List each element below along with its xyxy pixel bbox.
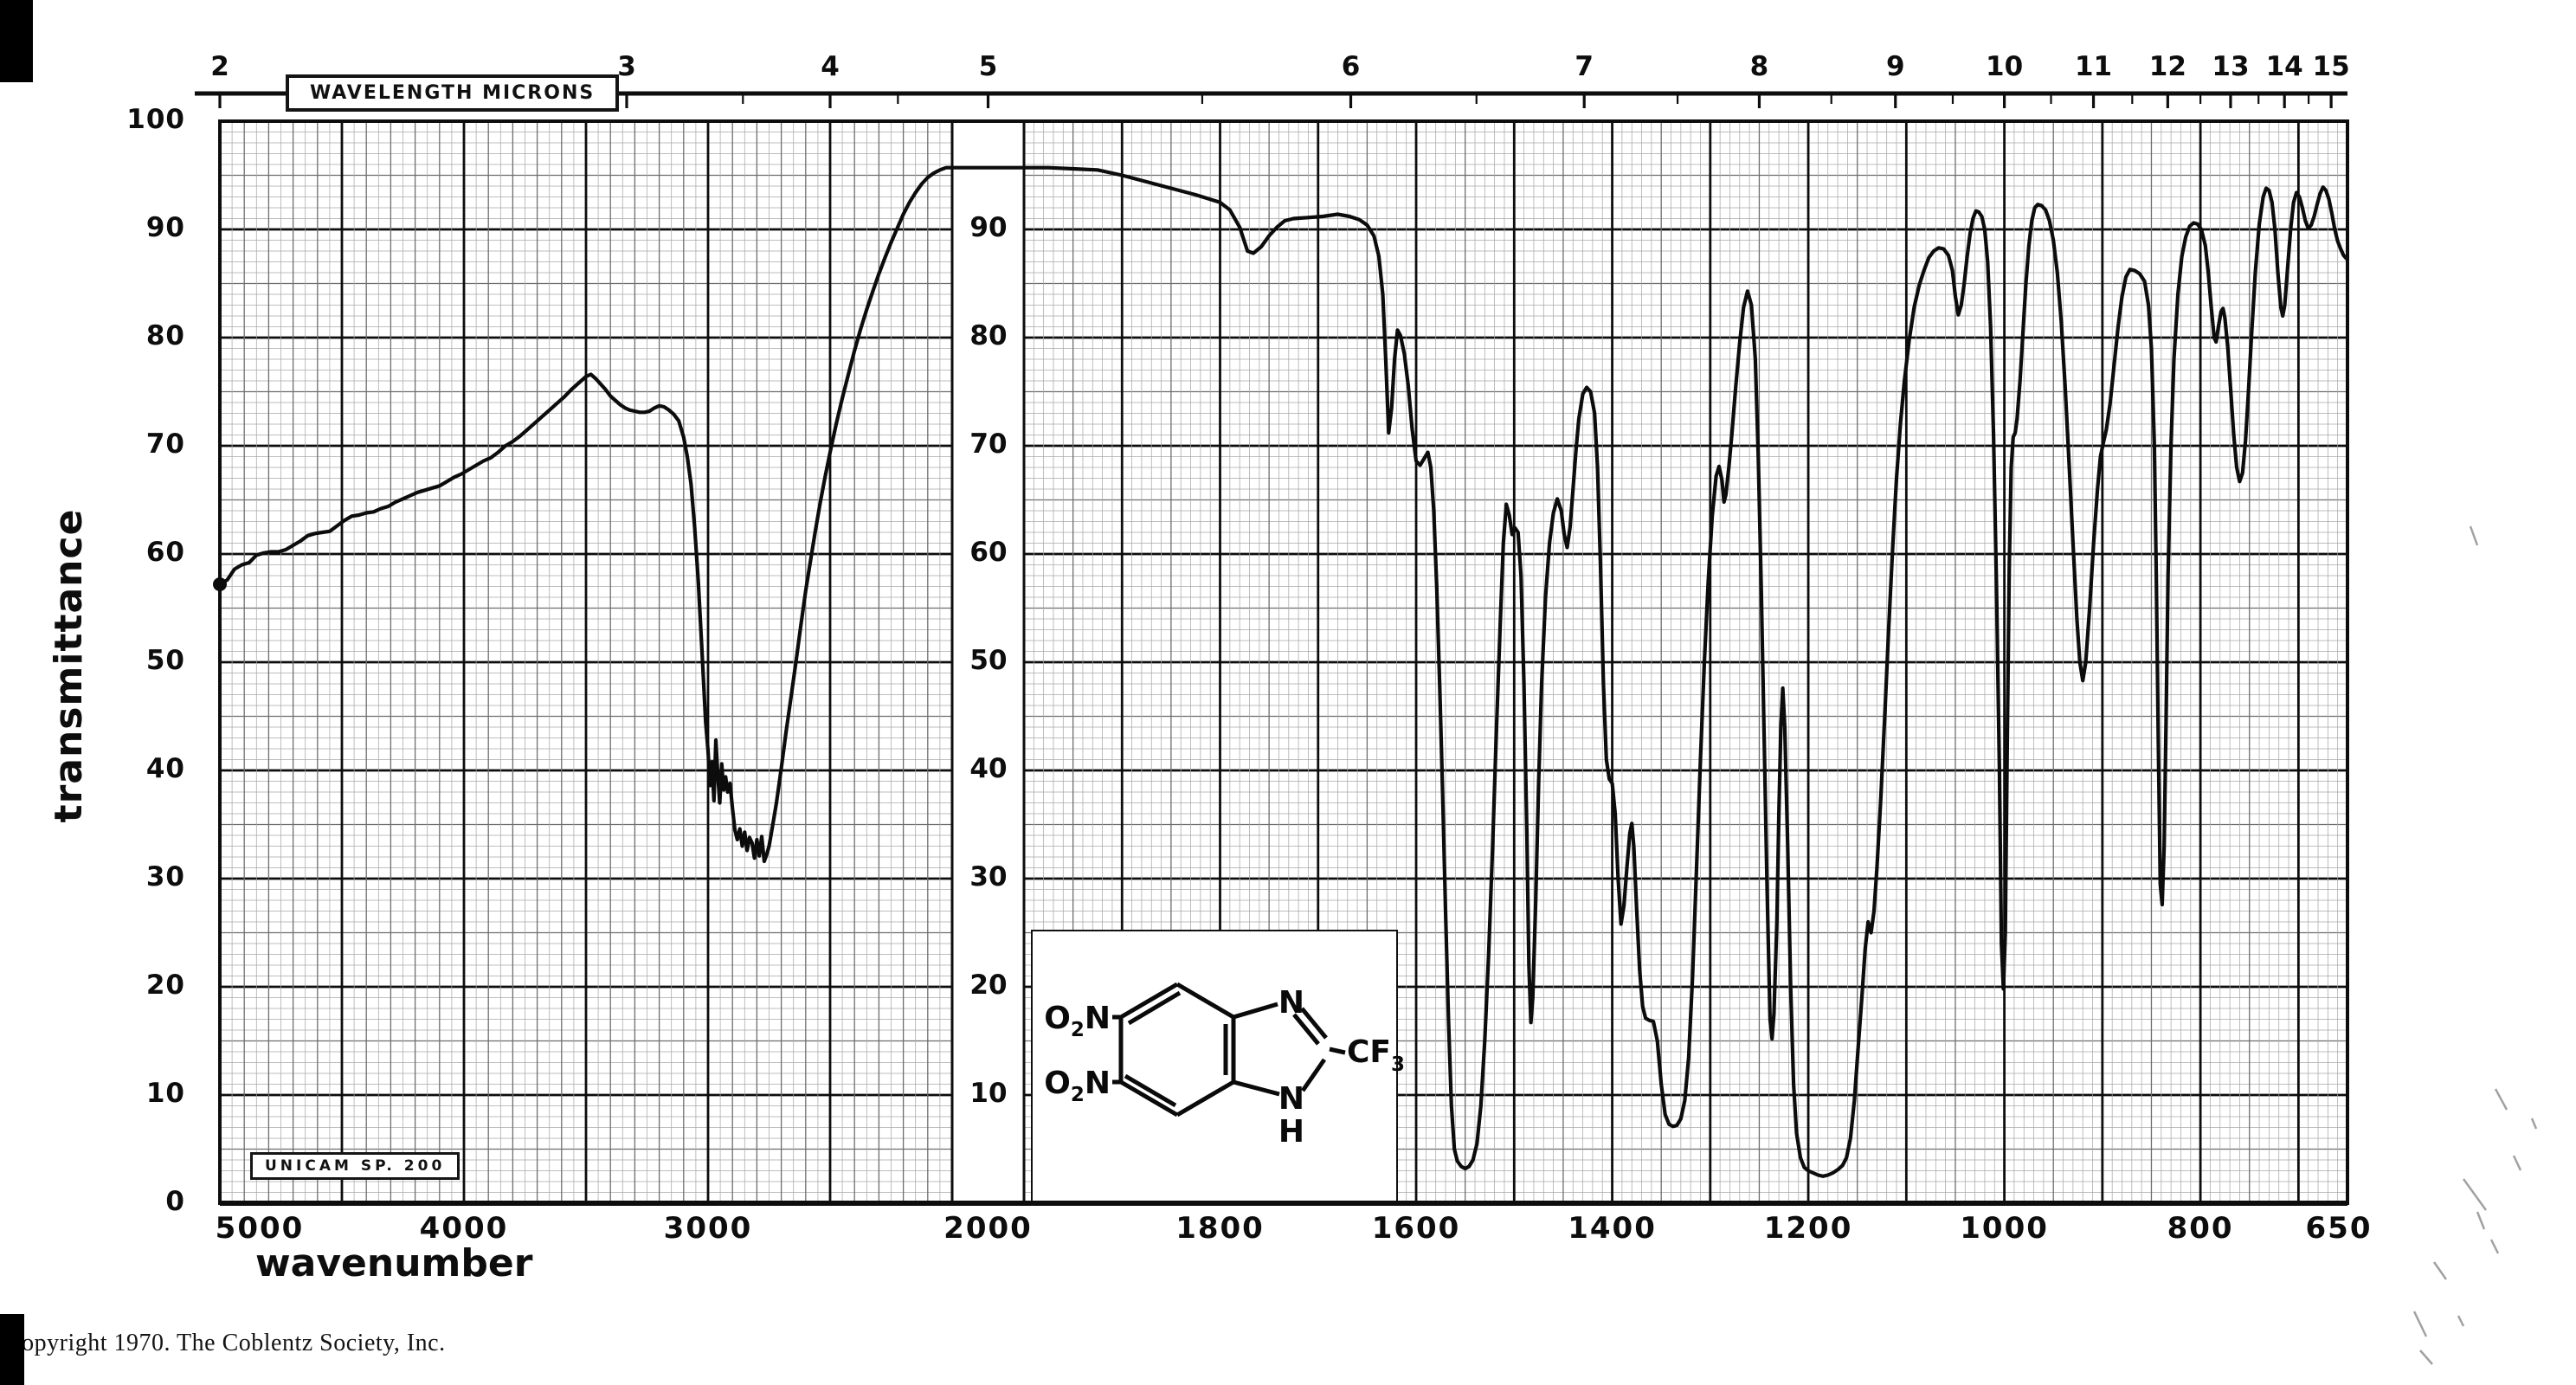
y-tick-label: 70: [145, 428, 185, 460]
micron-tick-label: 6: [1341, 51, 1361, 82]
wavenumber-tick-label: 650: [2305, 1211, 2373, 1246]
micron-tick-label: 10: [1986, 51, 2024, 82]
micron-tick-label: 4: [821, 51, 840, 82]
imidazole-double-bond: [1300, 1007, 1328, 1040]
wavenumber-tick-label: 1000: [1960, 1211, 2049, 1246]
strip-tick-label: 90: [969, 212, 1008, 243]
wavenumber-tick-label: 1600: [1371, 1211, 1461, 1246]
wavenumber-tick-label: 5000: [215, 1211, 305, 1246]
scan-artifact-bottom-left: [0, 1314, 24, 1385]
micron-tick-label: 11: [2074, 51, 2113, 82]
y-tick-label: 60: [145, 537, 185, 568]
scan-artifact-top-left: [0, 0, 33, 82]
benzene-double-bond: [1124, 1073, 1177, 1108]
wavenumber-tick-label: 3000: [663, 1211, 753, 1246]
pencil-mark: [2530, 1118, 2538, 1130]
imidazole-n-label: N: [1278, 985, 1304, 1021]
trace-start-dot: [213, 577, 227, 591]
strip-tick-label: 10: [969, 1078, 1008, 1109]
y-tick-label: 50: [145, 645, 185, 676]
strip-tick-label: 30: [969, 861, 1008, 892]
strip-tick-label: 40: [969, 753, 1008, 784]
ring-bond-c-n: [1233, 1002, 1278, 1020]
benzene-bond: [1175, 1079, 1235, 1118]
pencil-mark: [2512, 1155, 2522, 1171]
y-axis-title: transmittance: [47, 508, 91, 823]
pencil-mark: [2469, 525, 2479, 546]
benzene-double-bond: [1127, 990, 1182, 1026]
pencil-scribbles: [2412, 525, 2538, 1365]
strip-tick-label: 70: [969, 428, 1008, 460]
instrument-label-box: UNICAM SP. 200: [250, 1152, 460, 1180]
pencil-mark: [2419, 1350, 2433, 1365]
pencil-mark: [2457, 1315, 2465, 1327]
molecule-inset-box: [1031, 930, 1398, 1202]
y-tick-label: 30: [145, 861, 185, 892]
micron-tick-label: 12: [2148, 51, 2186, 82]
x-axis-title: wavenumber: [255, 1241, 533, 1285]
y-tick-label: 20: [145, 970, 185, 1001]
micron-tick-label: 5: [978, 51, 998, 82]
y-tick-label: 10: [145, 1078, 185, 1109]
wavenumber-tick-label: 1400: [1568, 1211, 1657, 1246]
pencil-mark: [2494, 1088, 2508, 1111]
bond-c-cf3: [1329, 1047, 1346, 1055]
copyright-text: Copyright 1970. The Coblentz Society, In…: [5, 1330, 446, 1356]
strip-tick-label: 20: [969, 970, 1008, 1001]
pencil-mark: [2489, 1239, 2500, 1254]
micron-tick-label: 3: [617, 51, 636, 82]
pencil-mark: [2432, 1261, 2448, 1280]
micron-tick-label: 13: [2212, 51, 2250, 82]
micron-tick-label: 8: [1749, 51, 1769, 82]
pencil-mark: [2412, 1311, 2428, 1337]
micron-tick-label: 2: [210, 51, 229, 82]
y-tick-label: 80: [145, 320, 185, 351]
ring-bond-n-c: [1233, 1079, 1280, 1097]
benzene-bond: [1175, 982, 1235, 1020]
pencil-mark: [2462, 1178, 2488, 1211]
strip-tick-label: 50: [969, 645, 1008, 676]
scale-change-strip: [952, 121, 1024, 1203]
pencil-mark: [2476, 1211, 2486, 1230]
imidazole-h-label: H: [1278, 1114, 1304, 1150]
strip-tick-label: 60: [969, 537, 1008, 568]
wavelength-microns-box: WAVELENGTH MICRONS: [286, 74, 620, 112]
wavenumber-tick-label: 1800: [1175, 1211, 1265, 1246]
wavenumber-tick-label: 800: [2167, 1211, 2234, 1246]
ring-bond-c-n: [1300, 1058, 1327, 1092]
wavenumber-tick-label: 4000: [419, 1211, 509, 1246]
wavenumber-tick-label: 1200: [1763, 1211, 1853, 1246]
benzene-bond: [1119, 982, 1179, 1020]
imidazole-double-bond: [1292, 1013, 1320, 1046]
wavenumber-tick-label: 2000: [943, 1211, 1033, 1246]
micron-tick-label: 15: [2312, 51, 2350, 82]
micron-tick-label: 9: [1885, 51, 1905, 82]
y-tick-label: 100: [126, 104, 185, 135]
imidazole-nh-label: N: [1278, 1081, 1304, 1117]
y-tick-label: 40: [145, 753, 185, 784]
y-tick-label: 0: [165, 1186, 185, 1217]
strip-tick-label: 80: [969, 320, 1008, 351]
micron-tick-label: 14: [2265, 51, 2303, 82]
spectrum-trace: [217, 165, 2350, 1178]
benzene-bond: [1119, 1079, 1179, 1118]
y-tick-label: 90: [145, 212, 185, 243]
micron-tick-label: 7: [1575, 51, 1594, 82]
